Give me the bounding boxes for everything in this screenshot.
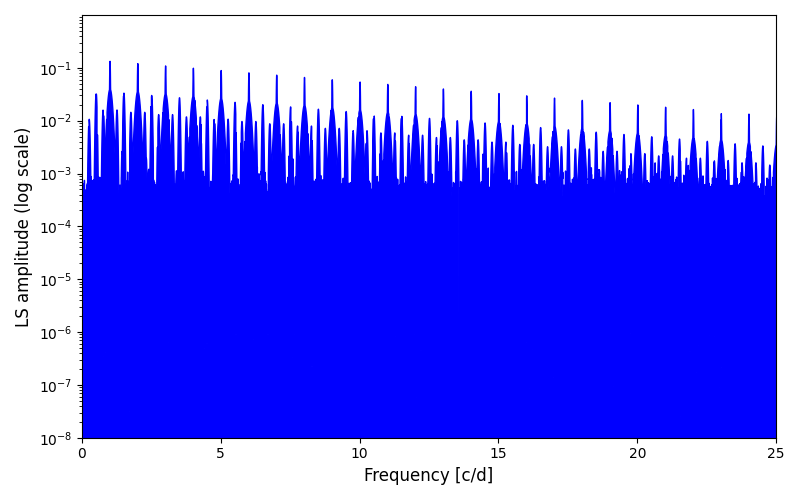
Y-axis label: LS amplitude (log scale): LS amplitude (log scale)	[15, 126, 33, 326]
X-axis label: Frequency [c/d]: Frequency [c/d]	[364, 467, 494, 485]
